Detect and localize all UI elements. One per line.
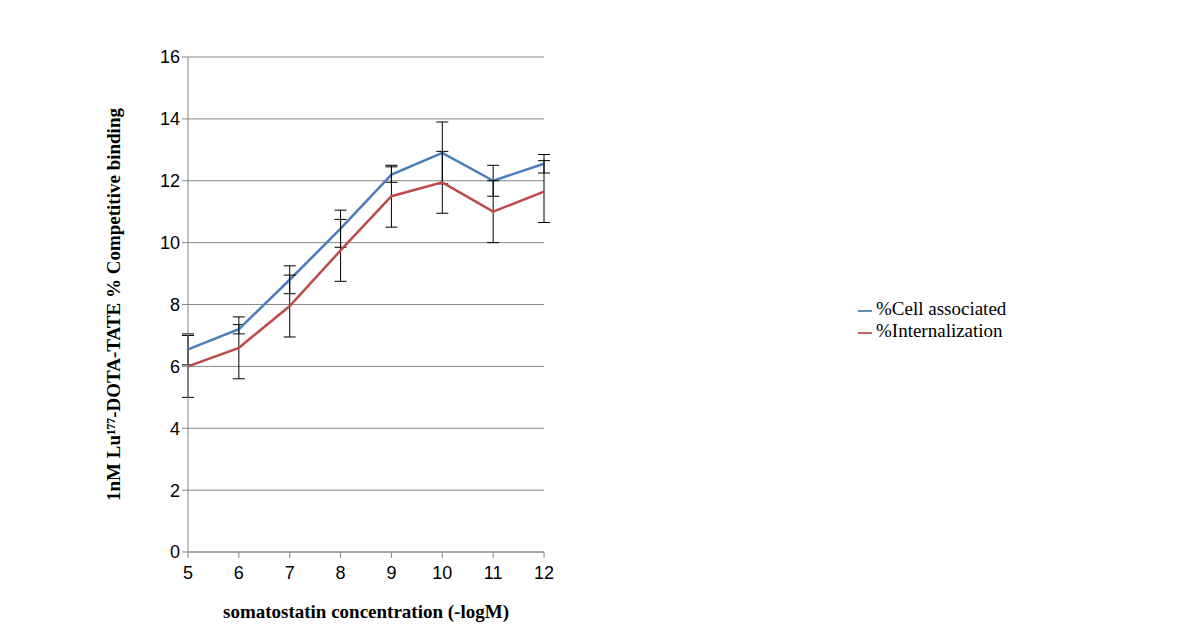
html-text:%Cell associated: %Cell associated xyxy=(876,298,1007,319)
html-text:%Internalization: %Internalization xyxy=(876,320,1003,341)
svg-text:2: 2 xyxy=(170,481,180,501)
svg-text:7: 7 xyxy=(285,563,295,583)
svg-text:5: 5 xyxy=(183,563,193,583)
svg-text:11: 11 xyxy=(484,563,503,583)
svg-text:12: 12 xyxy=(160,171,180,191)
svg-text:14: 14 xyxy=(160,109,180,129)
svg-text:16: 16 xyxy=(160,47,180,67)
svg-text:8: 8 xyxy=(170,295,180,315)
svg-text:10: 10 xyxy=(432,563,452,583)
svg-text:0: 0 xyxy=(170,542,180,562)
svg-text:8: 8 xyxy=(336,563,346,583)
svg-text:4: 4 xyxy=(170,419,180,439)
svg-text:6: 6 xyxy=(170,357,180,377)
svg-text:10: 10 xyxy=(160,233,180,253)
svg-text:somatostatin concentration (-l: somatostatin concentration (-logM) xyxy=(223,601,509,623)
svg-text:9: 9 xyxy=(386,563,396,583)
svg-text:12: 12 xyxy=(534,563,554,583)
svg-text:6: 6 xyxy=(234,563,244,583)
svg-text:1nM Lu¹⁷⁷-DOTA-TATE % Competit: 1nM Lu¹⁷⁷-DOTA-TATE % Competitive bindin… xyxy=(103,108,124,501)
